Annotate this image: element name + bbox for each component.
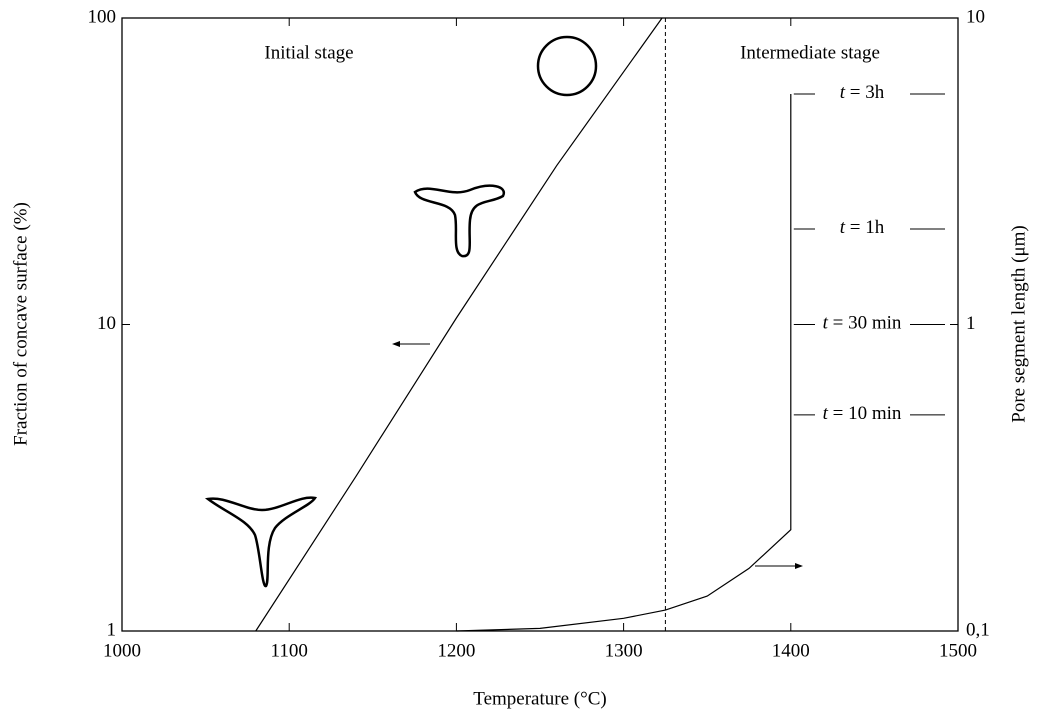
axis-arrow-head [795,563,803,569]
x-axis-label: Temperature (°C) [473,688,606,709]
time-mark-label: t = 1h [840,217,885,238]
axis-arrow-head [392,341,400,347]
pore-shape-icon [536,35,598,97]
pore-shape-icon [413,184,506,258]
x-tick-label: 1200 [437,640,475,661]
y-tick-label: 100 [88,6,117,27]
data-line [456,93,792,632]
data-line [255,17,663,632]
y2-axis-label: Pore segment length (μm) [1008,225,1029,423]
y2-tick-label: 0,1 [966,619,990,640]
time-mark-label: t = 10 min [823,403,902,424]
annotation: Intermediate stage [740,42,880,63]
y-tick-label: 10 [97,313,116,334]
time-mark-label: t = 30 min [823,313,902,334]
x-tick-label: 1300 [605,640,643,661]
x-tick-label: 1400 [772,640,810,661]
y-axis-label: Fraction of concave surface (%) [10,202,31,446]
y2-tick-label: 10 [966,6,985,27]
y-tick-label: 1 [107,619,117,640]
y2-tick-label: 1 [966,313,976,334]
time-mark-label: t = 3h [840,82,885,103]
x-tick-label: 1500 [939,640,977,661]
x-tick-label: 1000 [103,640,141,661]
x-tick-label: 1100 [271,640,308,661]
annotation: Initial stage [264,42,353,63]
pore-shape-icon [204,496,318,588]
